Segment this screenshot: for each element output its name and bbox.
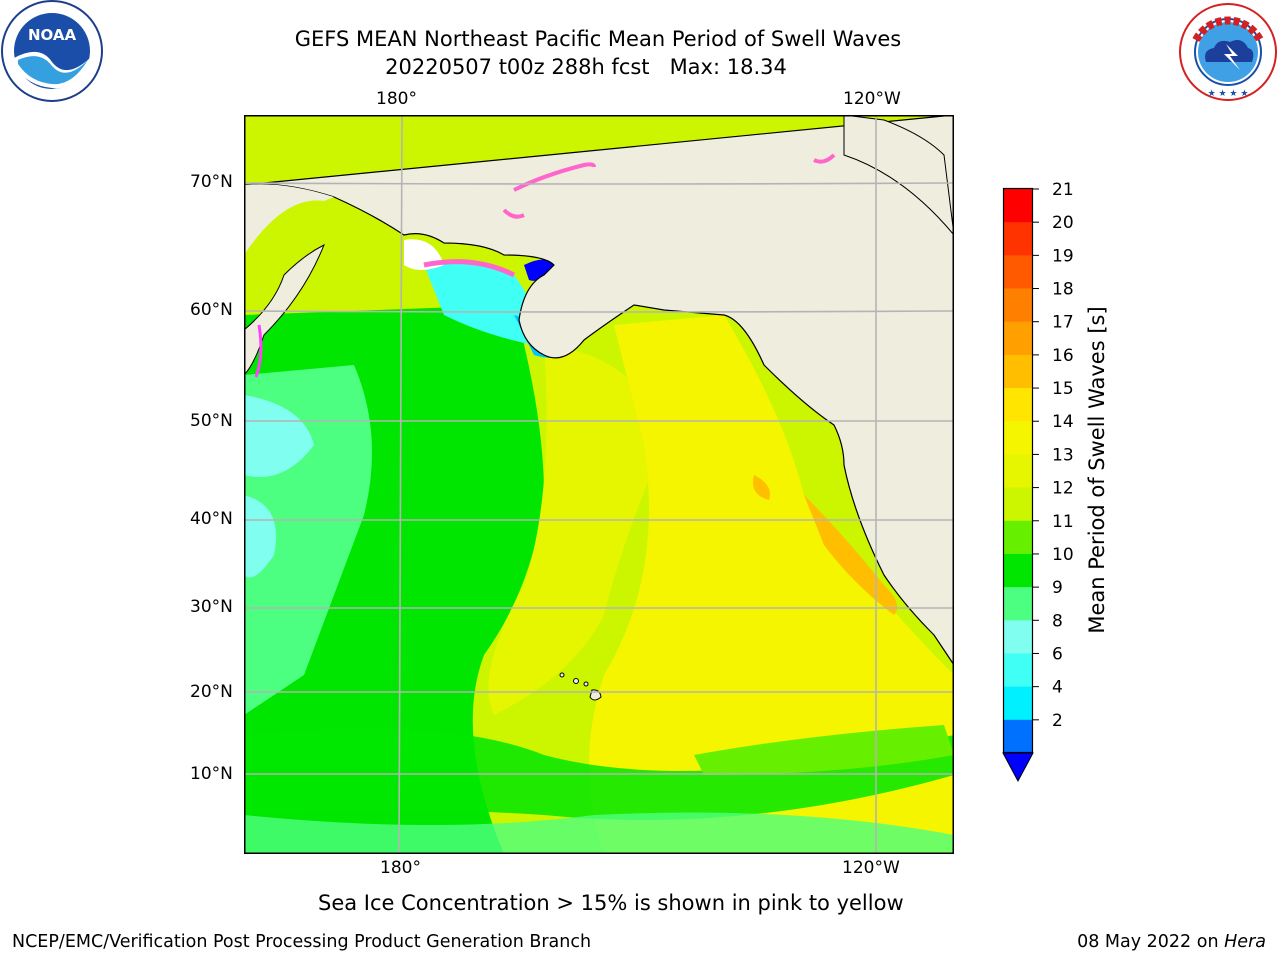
colorbar-swatch [1003,719,1033,754]
colorbar-swatch [1003,587,1033,621]
colorbar-swatch [1003,354,1033,389]
colorbar-tick-label: 13 [1052,445,1074,465]
colorbar-swatch [1003,487,1033,522]
footer-right: 08 May 2022 on Hera [1077,932,1266,952]
footer-date: 08 May 2022 on [1077,932,1219,952]
title-line-1: GEFS MEAN Northeast Pacific Mean Period … [294,27,902,51]
lat-label-50n: 50°N [190,411,233,431]
map-frame [244,115,954,854]
colorbar-swatch [1003,288,1033,323]
lon-label-bottom-120w: 120°W [842,858,900,878]
lon-label-top-120w: 120°W [843,89,901,109]
colorbar-swatch [1003,189,1033,223]
lat-label-40n: 40°N [190,509,233,529]
colorbar-swatches [1003,189,1033,754]
colorbar-tick-label: 19 [1052,246,1074,266]
colorbar-swatch [1003,421,1033,455]
colorbar-swatch [1003,553,1033,588]
noaa-text: NOAA [28,26,77,44]
lat-label-10n: 10°N [190,764,233,784]
colorbar-tick-label: 16 [1052,346,1074,366]
lat-label-70n: 70°N [190,172,233,192]
graticule [244,115,954,854]
colorbar-swatch [1003,686,1033,721]
colorbar-tick-label: 17 [1052,313,1074,333]
lon-label-bottom-180: 180° [380,858,421,878]
lat-label-60n: 60°N [190,300,233,320]
colorbar-tick-label: 2 [1052,711,1063,731]
noaa-logo: NOAA [1,0,103,102]
colorbar-swatch [1003,388,1033,422]
colorbar-tick-label: 11 [1052,512,1074,532]
colorbar: 21 20 19 18 17 16 15 14 13 12 11 10 9 8 6 4 2 [1002,180,1074,783]
colorbar-tick-label: 10 [1052,545,1074,565]
colorbar-extend-triangle [1002,752,1034,783]
colorbar-label: Mean Period of Swell Waves [s] [1085,306,1109,634]
colorbar-ticks: 21 20 19 18 17 16 15 14 13 12 11 10 9 8 6 4 2 [1033,180,1074,731]
colorbar-tick-label: 20 [1052,213,1074,233]
footer-machine: Hera [1224,932,1266,952]
lat-label-30n: 30°N [190,597,233,617]
colorbar-swatch [1003,653,1033,688]
colorbar-tick-label: 18 [1052,280,1074,300]
colorbar-swatch [1003,620,1033,654]
lon-label-top-180: 180° [376,89,417,109]
colorbar-swatch [1003,520,1033,555]
title-line-2: 20220507 t00z 288h fcst Max: 18.34 [385,55,787,79]
colorbar-tick-label: 9 [1052,578,1063,598]
swell-period-map [244,115,954,854]
colorbar-tick-label: 12 [1052,479,1074,499]
colorbar-tick-label: 8 [1052,611,1063,631]
sea-ice-caption: Sea Ice Concentration > 15% is shown in … [318,891,904,915]
colorbar-swatch [1003,321,1033,356]
colorbar-tick-label: 6 [1052,644,1063,664]
nws-logo: ★ ★ ★ ★ [1179,3,1277,101]
svg-text:★ ★ ★ ★: ★ ★ ★ ★ [1208,89,1249,99]
lat-label-20n: 20°N [190,682,233,702]
colorbar-tick-label: 14 [1052,412,1074,432]
footer-left: NCEP/EMC/Verification Post Processing Pr… [12,932,592,952]
colorbar-tick-label: 21 [1052,180,1074,200]
colorbar-swatch [1003,222,1033,256]
colorbar-tick-label: 15 [1052,379,1074,399]
colorbar-tick-label: 4 [1052,678,1063,698]
colorbar-swatch [1003,454,1033,489]
colorbar-swatch [1003,255,1033,290]
